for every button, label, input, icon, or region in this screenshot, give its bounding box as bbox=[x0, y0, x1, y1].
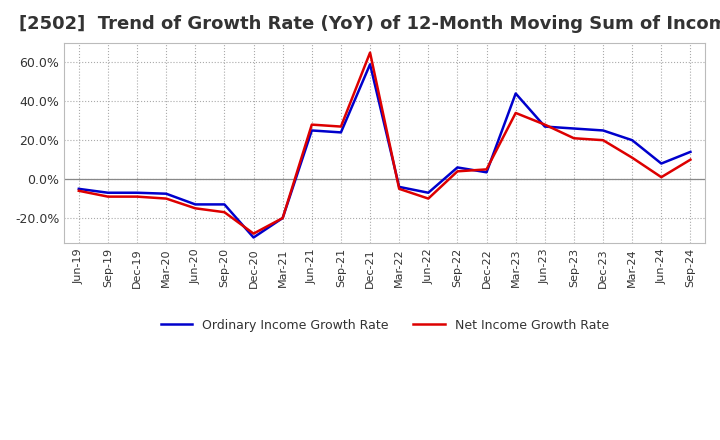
Title: [2502]  Trend of Growth Rate (YoY) of 12-Month Moving Sum of Incomes: [2502] Trend of Growth Rate (YoY) of 12-… bbox=[19, 15, 720, 33]
Net Income Growth Rate bbox=[307, 122, 316, 127]
Ordinary Income Growth Rate bbox=[307, 128, 316, 133]
Net Income Growth Rate bbox=[220, 209, 229, 215]
Ordinary Income Growth Rate bbox=[132, 190, 141, 195]
Net Income Growth Rate bbox=[162, 196, 171, 201]
Ordinary Income Growth Rate bbox=[541, 124, 549, 129]
Legend: Ordinary Income Growth Rate, Net Income Growth Rate: Ordinary Income Growth Rate, Net Income … bbox=[156, 314, 613, 337]
Net Income Growth Rate bbox=[132, 194, 141, 199]
Net Income Growth Rate bbox=[279, 216, 287, 221]
Line: Ordinary Income Growth Rate: Ordinary Income Growth Rate bbox=[78, 64, 690, 238]
Ordinary Income Growth Rate bbox=[686, 149, 695, 154]
Ordinary Income Growth Rate bbox=[453, 165, 462, 170]
Net Income Growth Rate bbox=[424, 196, 433, 201]
Ordinary Income Growth Rate bbox=[511, 91, 520, 96]
Net Income Growth Rate bbox=[191, 205, 199, 211]
Net Income Growth Rate bbox=[657, 175, 665, 180]
Ordinary Income Growth Rate bbox=[191, 202, 199, 207]
Ordinary Income Growth Rate bbox=[657, 161, 665, 166]
Ordinary Income Growth Rate bbox=[337, 130, 346, 135]
Ordinary Income Growth Rate bbox=[220, 202, 229, 207]
Ordinary Income Growth Rate bbox=[628, 138, 636, 143]
Ordinary Income Growth Rate bbox=[74, 186, 83, 191]
Net Income Growth Rate bbox=[337, 124, 346, 129]
Net Income Growth Rate bbox=[74, 188, 83, 194]
Ordinary Income Growth Rate bbox=[104, 190, 112, 195]
Ordinary Income Growth Rate bbox=[249, 235, 258, 240]
Net Income Growth Rate bbox=[599, 138, 608, 143]
Ordinary Income Growth Rate bbox=[424, 190, 433, 195]
Net Income Growth Rate bbox=[541, 122, 549, 127]
Net Income Growth Rate bbox=[453, 169, 462, 174]
Ordinary Income Growth Rate bbox=[162, 191, 171, 196]
Ordinary Income Growth Rate bbox=[570, 126, 578, 131]
Ordinary Income Growth Rate bbox=[279, 216, 287, 221]
Ordinary Income Growth Rate bbox=[366, 62, 374, 67]
Net Income Growth Rate bbox=[570, 136, 578, 141]
Net Income Growth Rate bbox=[482, 167, 491, 172]
Ordinary Income Growth Rate bbox=[395, 184, 403, 190]
Ordinary Income Growth Rate bbox=[482, 170, 491, 175]
Net Income Growth Rate bbox=[511, 110, 520, 116]
Net Income Growth Rate bbox=[249, 231, 258, 236]
Net Income Growth Rate bbox=[686, 157, 695, 162]
Line: Net Income Growth Rate: Net Income Growth Rate bbox=[78, 53, 690, 234]
Net Income Growth Rate bbox=[395, 186, 403, 191]
Net Income Growth Rate bbox=[366, 50, 374, 55]
Net Income Growth Rate bbox=[104, 194, 112, 199]
Net Income Growth Rate bbox=[628, 155, 636, 160]
Ordinary Income Growth Rate bbox=[599, 128, 608, 133]
